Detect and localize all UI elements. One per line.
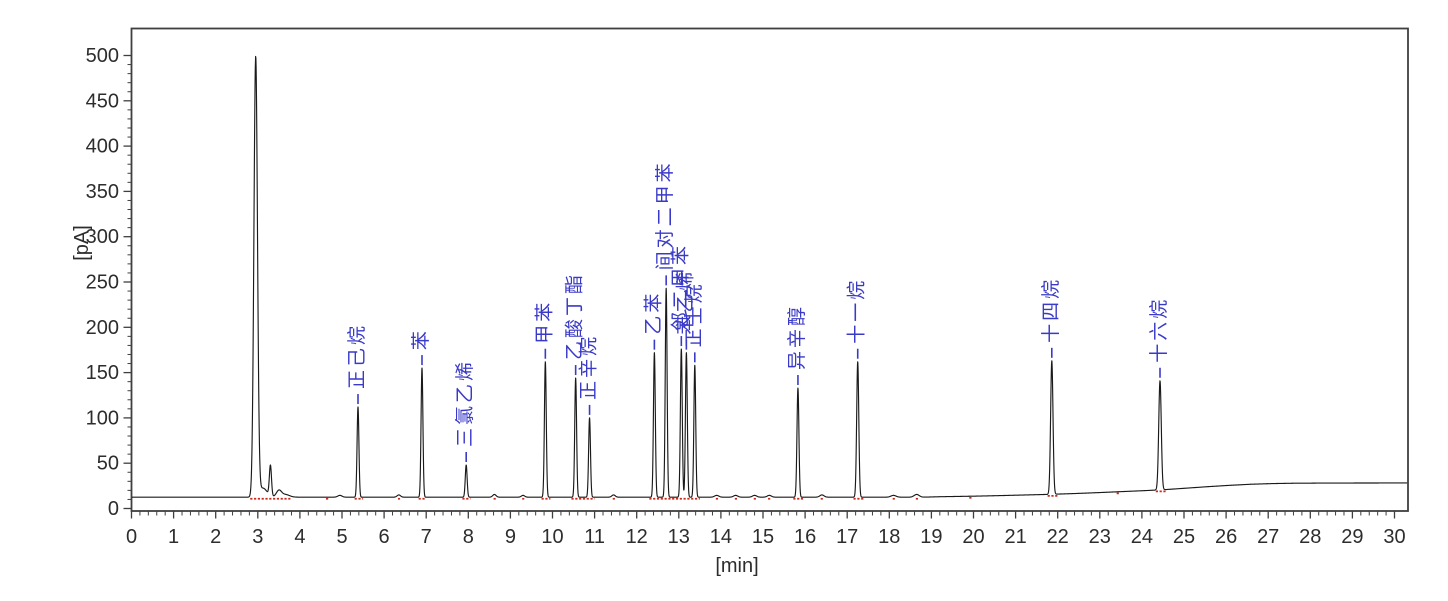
chromatogram-trace <box>132 55 1408 498</box>
signal-trace <box>132 55 1408 498</box>
y-tick-label: 150 <box>86 362 119 384</box>
x-tick-label: 16 <box>794 526 816 548</box>
integration-marks <box>250 490 1168 500</box>
peak-label: 十一烷 <box>846 278 868 344</box>
peak-label: 邻二甲苯 <box>669 243 691 331</box>
x-tick-label: 24 <box>1131 526 1153 548</box>
x-tick-label: 23 <box>1089 526 1111 548</box>
x-tick-label: 20 <box>962 526 984 548</box>
x-tick-label: 29 <box>1341 526 1363 548</box>
peak-label: 苯 <box>410 328 432 350</box>
x-tick-label: 26 <box>1215 526 1237 548</box>
peak-label: 正己烷 <box>346 323 368 389</box>
x-tick-label: 22 <box>1047 526 1069 548</box>
x-tick-label: 10 <box>541 526 563 548</box>
x-tick-label: 14 <box>710 526 732 548</box>
x-tick-label: 1 <box>168 526 179 548</box>
x-tick-label: 11 <box>584 526 605 548</box>
x-tick-label: 8 <box>463 526 474 548</box>
peak-label: 正壬烷 <box>683 281 705 347</box>
x-tick-label: 27 <box>1257 526 1279 548</box>
x-tick-label: 0 <box>126 526 137 548</box>
plot-frame <box>130 27 1409 512</box>
x-tick-label: 18 <box>878 526 900 548</box>
y-tick-label: 250 <box>86 272 119 294</box>
x-tick-label: 2 <box>210 526 221 548</box>
x-tick-label: 30 <box>1383 526 1405 548</box>
x-tick-label: 12 <box>626 526 648 548</box>
peak-label: 三氯乙烯 <box>454 359 476 447</box>
y-tick-label: 350 <box>86 181 119 203</box>
x-tick-label: 4 <box>294 526 305 548</box>
peak-label: 异辛醇 <box>786 304 808 370</box>
x-tick-label: 21 <box>1004 526 1026 548</box>
x-tick-label: 28 <box>1299 526 1321 548</box>
y-tick-label: 100 <box>86 407 119 429</box>
x-tick-label: 5 <box>336 526 347 548</box>
y-tick-label: 450 <box>86 90 119 112</box>
y-tick-label: 200 <box>86 317 119 339</box>
peak-label: 十四烷 <box>1040 277 1062 343</box>
y-tick-label: 300 <box>86 226 119 248</box>
x-tick-label: 9 <box>505 526 516 548</box>
y-tick-label: 0 <box>108 498 119 520</box>
x-tick-label: 6 <box>379 526 390 548</box>
x-tick-label: 17 <box>836 526 858 548</box>
x-tick-label: 13 <box>668 526 690 548</box>
x-tick-label: 25 <box>1173 526 1195 548</box>
peak-label: 乙苯 <box>642 291 664 335</box>
peak-label: 苯乙烯 <box>674 269 696 335</box>
peak-label: 乙酸丁酯 <box>564 272 586 360</box>
x-tick-label: 7 <box>421 526 432 548</box>
x-tick-label: 15 <box>752 526 774 548</box>
y-tick-label: 400 <box>86 136 119 158</box>
peak-label: 正辛烷 <box>578 334 600 400</box>
y-tick-label: 50 <box>97 453 119 475</box>
x-tick-label: 19 <box>920 526 942 548</box>
y-axis-title: [pA] <box>71 225 93 261</box>
x-axis-title: [min] <box>715 555 758 577</box>
peak-label: 间对二甲苯 <box>654 160 676 270</box>
peak-label: 十六烷 <box>1148 297 1170 363</box>
x-tick-label: 3 <box>252 526 263 548</box>
peak-label: 甲苯 <box>533 300 555 344</box>
axis-ticks <box>123 54 1396 519</box>
y-tick-label: 500 <box>86 45 119 67</box>
